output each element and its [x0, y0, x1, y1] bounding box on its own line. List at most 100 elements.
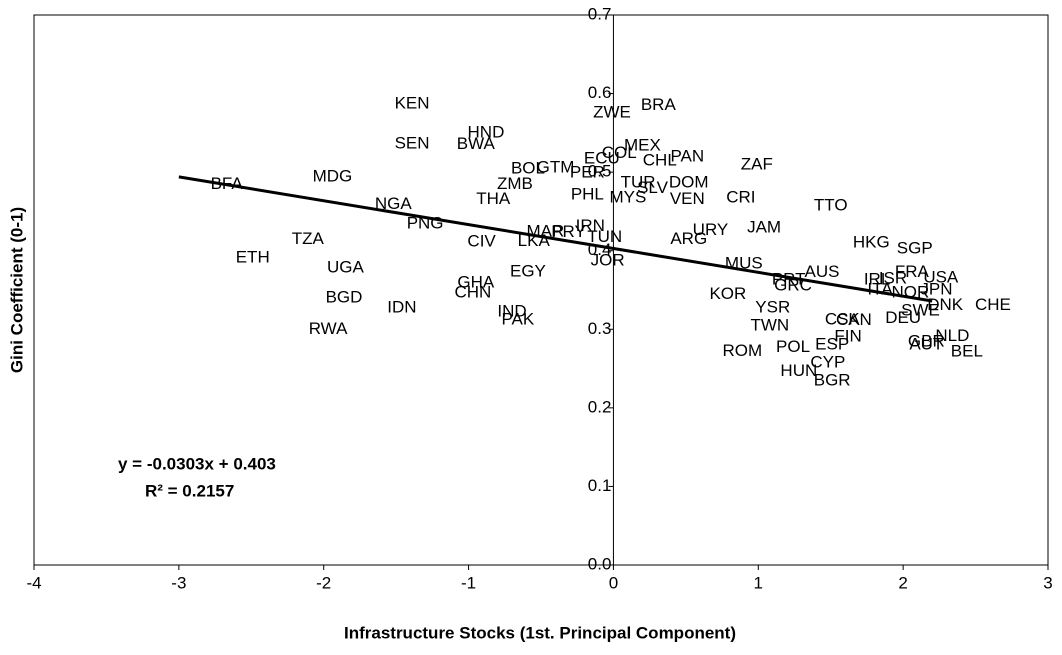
point-label: MUS [725, 254, 763, 273]
point-label: CIV [467, 232, 496, 251]
y-tick-label: 0.1 [588, 476, 612, 495]
point-label: NLD [935, 326, 969, 345]
point-label: MEX [624, 136, 661, 155]
point-label: LKA [518, 231, 551, 250]
point-label: HKG [853, 232, 890, 251]
point-label: CHL [643, 151, 677, 170]
point-label: DOM [669, 173, 709, 192]
trend-equation: y = -0.0303x + 0.403 [118, 454, 276, 473]
point-label: FRA [895, 262, 930, 281]
point-label: HUN [780, 361, 817, 380]
point-label: PAK [501, 309, 534, 328]
x-tick-label: 2 [898, 573, 907, 592]
point-label: POL [776, 337, 810, 356]
point-label: CHN [454, 283, 491, 302]
point-label: PNG [407, 213, 444, 232]
point-label: CAN [836, 310, 872, 329]
y-tick-label: 0.5 [588, 162, 612, 181]
point-label: ROM [723, 341, 763, 360]
point-label: GTM [537, 158, 575, 177]
x-tick-label: -1 [461, 573, 476, 592]
y-tick-label: 0.2 [588, 397, 612, 416]
point-label: BFA [211, 174, 244, 193]
point-label: HND [468, 122, 505, 141]
point-label: ITA [867, 279, 893, 298]
point-label: NGA [375, 194, 413, 213]
point-label: TUR [621, 173, 656, 192]
point-label: PER [570, 162, 605, 181]
point-label: IND [497, 301, 526, 320]
point-label: BRA [641, 95, 677, 114]
point-label: UGA [327, 257, 365, 276]
point-label: MDG [313, 166, 353, 185]
y-tick-label: 0.3 [588, 319, 612, 338]
point-label: GHA [457, 272, 495, 291]
point-label: JAM [747, 217, 781, 236]
point-label: FIN [834, 327, 861, 346]
point-label: ESP [815, 334, 849, 353]
point-label: CRI [726, 188, 755, 207]
point-label: MAR [526, 221, 564, 240]
point-label: SGP [897, 239, 933, 258]
point-label: TUN [587, 227, 622, 246]
point-label: PHL [571, 184, 604, 203]
point-label: IDN [387, 298, 416, 317]
y-tick-label: 0.6 [588, 83, 612, 102]
point-label: BEL [951, 342, 983, 361]
x-axis-title: Infrastructure Stocks (1st. Principal Co… [344, 623, 736, 642]
trendline [178, 175, 933, 303]
point-label: MYS [609, 188, 646, 207]
plot-frame [33, 14, 1049, 566]
point-label: VEN [670, 189, 705, 208]
point-label: TZA [292, 229, 325, 248]
point-label: ECU [584, 148, 620, 167]
point-label: TWN [751, 316, 790, 335]
point-label: YSR [755, 298, 790, 317]
point-label: BOL [511, 158, 545, 177]
point-label: EGY [510, 261, 546, 280]
r-squared: R² = 0.2157 [145, 481, 234, 500]
point-label: AUS [805, 262, 840, 281]
point-label: ISR [879, 268, 907, 287]
point-label: ZWE [593, 103, 631, 122]
point-label: SWE [901, 301, 940, 320]
x-tick-label: -3 [171, 573, 186, 592]
point-label: GRC [774, 276, 812, 295]
point-label: ARG [670, 229, 707, 248]
point-label: KOR [709, 284, 746, 303]
point-label: GBR [908, 331, 945, 350]
point-label: ZMB [497, 174, 533, 193]
point-label: NOR [891, 283, 929, 302]
point-label: JPN [920, 279, 952, 298]
point-label: ZAF [741, 155, 773, 174]
point-label: IRN [576, 216, 605, 235]
x-tick-label: 1 [754, 573, 763, 592]
point-label: PRY [551, 222, 586, 241]
point-label: PRT [772, 269, 806, 288]
point-label: BGR [814, 371, 851, 390]
point-label: USA [923, 268, 959, 287]
y-tick-label: 0.7 [588, 4, 612, 23]
x-tick-label: 0 [609, 573, 618, 592]
point-label: DNK [927, 295, 964, 314]
point-label: SEN [395, 133, 430, 152]
point-label: URY [693, 220, 729, 239]
point-label: DEU [885, 308, 921, 327]
point-label: SLV [637, 178, 669, 197]
y-tick-label: 0.0 [588, 554, 612, 573]
point-label: THA [476, 189, 511, 208]
point-label: RWA [309, 319, 348, 338]
x-tick-label: 3 [1043, 573, 1052, 592]
point-label: CSK [825, 309, 861, 328]
point-label: ETH [236, 247, 270, 266]
x-tick-label: -4 [26, 573, 41, 592]
point-label: IRL [864, 269, 890, 288]
point-label: TTO [814, 195, 848, 214]
y-axis-title: Gini Coefficient (0-1) [7, 207, 26, 373]
x-tick-label: -2 [316, 573, 331, 592]
point-label: COL [602, 143, 637, 162]
point-label: JOR [591, 250, 625, 269]
point-label: KEN [395, 93, 430, 112]
point-label: BWA [457, 134, 496, 153]
